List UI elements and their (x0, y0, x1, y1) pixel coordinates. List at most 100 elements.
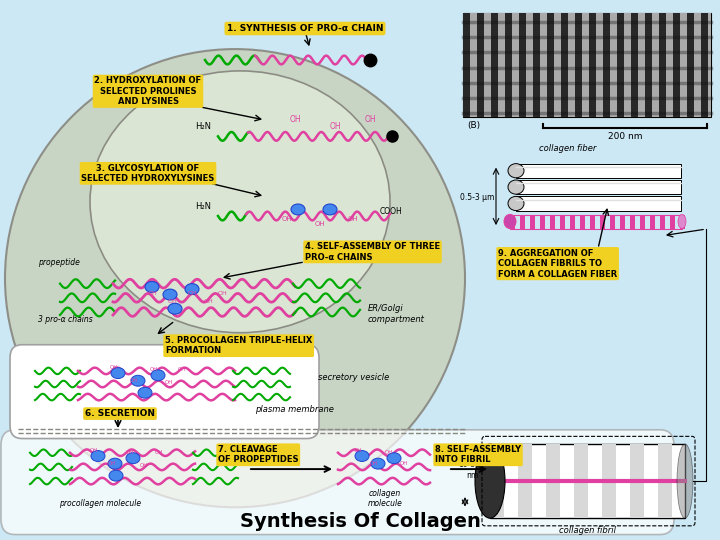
Bar (650, 215, 655, 229)
Bar (638, 13, 645, 117)
Bar (505, 13, 512, 117)
FancyBboxPatch shape (10, 345, 319, 438)
Ellipse shape (145, 281, 159, 292)
Text: OH: OH (108, 461, 117, 465)
Ellipse shape (151, 370, 165, 381)
Text: (B): (B) (467, 120, 480, 130)
Bar (546, 444, 560, 518)
Bar (660, 215, 665, 229)
Text: ER/Golgi
compartment: ER/Golgi compartment (368, 305, 425, 324)
Bar (596, 13, 603, 117)
Text: OH: OH (282, 217, 292, 222)
Bar (680, 13, 687, 117)
Text: OH: OH (315, 221, 325, 227)
Text: 9. AGGREGATION OF
COLLAGEN FIBRILS TO
FORM A COLLAGEN FIBER: 9. AGGREGATION OF COLLAGEN FIBRILS TO FO… (498, 249, 617, 279)
Bar (554, 13, 561, 117)
Bar (520, 215, 525, 229)
Bar (510, 215, 515, 229)
Bar (463, 13, 470, 117)
Ellipse shape (387, 453, 401, 464)
Text: 5. PROCOLLAGEN TRIPLE-HELIX
FORMATION: 5. PROCOLLAGEN TRIPLE-HELIX FORMATION (165, 336, 312, 355)
Text: OH: OH (188, 291, 198, 295)
Ellipse shape (677, 444, 693, 518)
Text: OH: OH (218, 291, 228, 295)
Bar (516, 180, 681, 194)
Bar (670, 215, 675, 229)
Bar (477, 13, 484, 117)
Bar (582, 13, 589, 117)
Bar (708, 13, 711, 117)
Text: COOH: COOH (380, 207, 402, 216)
Bar (510, 215, 682, 229)
Bar (540, 215, 545, 229)
Text: OH: OH (204, 299, 214, 304)
Text: H₂N: H₂N (195, 122, 211, 131)
Text: propeptide: propeptide (38, 258, 80, 267)
Bar (519, 13, 526, 117)
Bar (673, 13, 680, 117)
Bar (533, 13, 540, 117)
Bar (590, 215, 595, 229)
Bar (568, 13, 575, 117)
Text: collagen fibril: collagen fibril (559, 526, 616, 536)
Bar (659, 13, 666, 117)
Text: OH: OH (385, 450, 393, 455)
Text: OH: OH (330, 122, 341, 131)
Bar (530, 215, 535, 229)
Bar (630, 444, 644, 518)
Bar (580, 215, 585, 229)
Bar (620, 215, 625, 229)
Ellipse shape (138, 387, 152, 398)
Text: 0.5-3 μm: 0.5-3 μm (459, 193, 494, 202)
Bar (658, 444, 672, 518)
Ellipse shape (355, 450, 369, 462)
Text: 1. SYNTHESIS OF PRO-α CHAIN: 1. SYNTHESIS OF PRO-α CHAIN (227, 24, 383, 33)
Bar (516, 164, 681, 178)
Text: OH: OH (90, 448, 99, 453)
Text: 10-300
nm: 10-300 nm (459, 461, 485, 480)
Ellipse shape (678, 214, 686, 228)
Bar (540, 13, 547, 117)
Bar (547, 13, 554, 117)
Text: OH: OH (130, 378, 138, 383)
Bar (645, 13, 652, 117)
Text: secretory vesicle: secretory vesicle (318, 373, 390, 382)
Bar (490, 444, 504, 518)
Text: collagen fiber: collagen fiber (539, 144, 597, 152)
Ellipse shape (91, 450, 105, 462)
Bar (589, 13, 596, 117)
Bar (610, 215, 615, 229)
Bar (512, 13, 519, 117)
Ellipse shape (508, 180, 524, 194)
Ellipse shape (185, 284, 199, 294)
Text: plasma membrane: plasma membrane (255, 406, 334, 414)
Bar (574, 444, 588, 518)
FancyBboxPatch shape (1, 430, 674, 535)
Bar (561, 13, 568, 117)
Text: procollagen molecule: procollagen molecule (59, 499, 141, 508)
Ellipse shape (508, 164, 524, 178)
Bar (610, 13, 617, 117)
Text: 7. CLEAVAGE
OF PROPEPTIDES: 7. CLEAVAGE OF PROPEPTIDES (218, 445, 299, 464)
Bar (491, 13, 498, 117)
Text: OH: OH (155, 450, 163, 455)
Text: OH: OH (370, 461, 379, 465)
Bar (575, 13, 582, 117)
Bar (498, 13, 505, 117)
Bar (570, 215, 575, 229)
Text: OH: OH (126, 450, 135, 455)
Bar (550, 215, 555, 229)
Bar (602, 444, 616, 518)
Text: H₂N: H₂N (195, 202, 211, 212)
Ellipse shape (508, 197, 524, 211)
Bar (701, 13, 708, 117)
Text: 8. SELF-ASSEMBLY
INTO FIBRIL: 8. SELF-ASSEMBLY INTO FIBRIL (435, 445, 521, 464)
Bar (624, 13, 631, 117)
Text: 3 pro-α chains: 3 pro-α chains (38, 315, 93, 324)
Ellipse shape (323, 204, 337, 215)
Text: Synthesis Of Collagen: Synthesis Of Collagen (240, 512, 480, 531)
Ellipse shape (291, 204, 305, 215)
Bar (631, 13, 638, 117)
Bar (516, 197, 681, 211)
Ellipse shape (108, 458, 122, 469)
